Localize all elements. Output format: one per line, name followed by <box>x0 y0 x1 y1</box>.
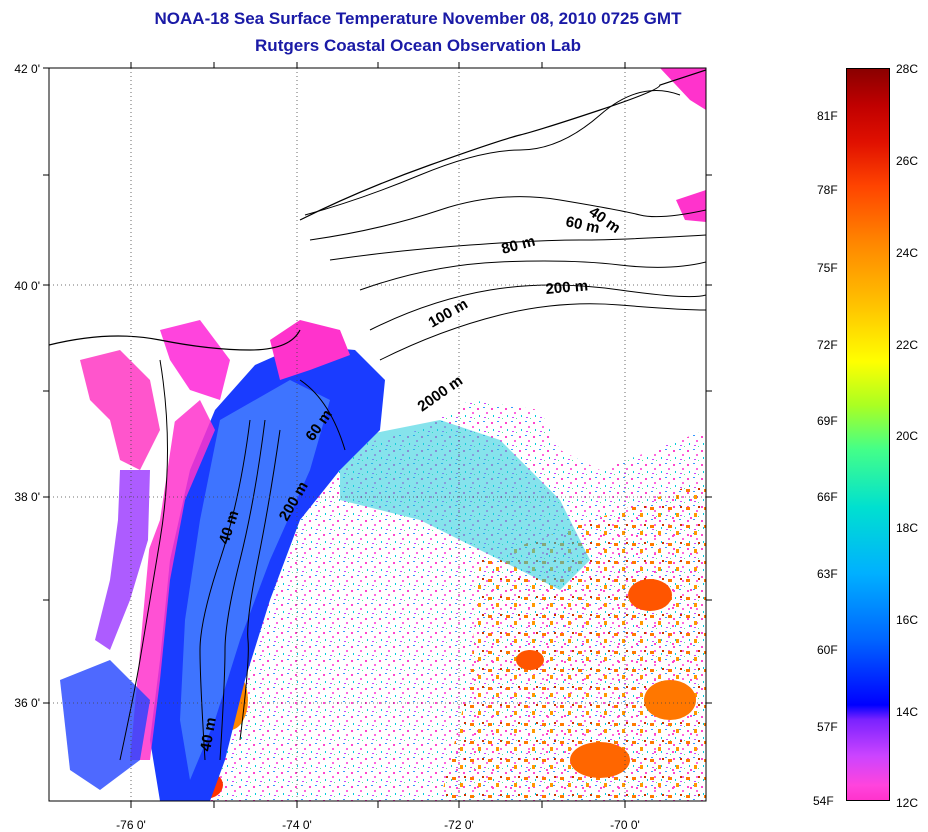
x-tick-label: -74 0' <box>282 818 312 832</box>
colorbar-f-label: 69F <box>817 414 838 428</box>
shelf-edge-water <box>340 420 590 590</box>
depth-label-100m: 100 m <box>426 295 471 331</box>
colorbar-c-label: 14C <box>896 705 919 719</box>
bathymetry-contours <box>199 90 706 761</box>
bay-water <box>80 350 160 470</box>
y-tick-label: 36 0' <box>14 696 40 710</box>
warm-eddy <box>570 742 630 778</box>
colorbar-c-label: 22C <box>896 338 919 352</box>
sst-layer: 40 m 60 m 80 m 200 m 100 m 2000 m 60 m 4… <box>49 68 706 801</box>
colorbar-c-label: 18C <box>896 521 919 535</box>
colorbar-c-label: 16C <box>896 613 919 627</box>
lat-lon-grid <box>49 68 706 801</box>
colorbar-c-label: 20C <box>896 429 919 443</box>
colorbar-c-label: 12C <box>896 796 919 810</box>
depth-label-40m-coast: 40 m <box>197 716 220 753</box>
map-title: NOAA-18 Sea Surface Temperature November… <box>154 9 682 28</box>
coastline <box>119 359 168 761</box>
colorbar-f-label: 75F <box>817 261 838 275</box>
colorbar-f-label: 54F <box>813 794 834 808</box>
y-tick-label: 38 0' <box>14 490 40 504</box>
colorbar-f-label: 72F <box>817 338 838 352</box>
sound-water <box>60 660 150 790</box>
colorbar-f-label: 63F <box>817 567 838 581</box>
colorbar-c-label: 28C <box>896 62 919 76</box>
cold-shelf-water <box>180 380 330 780</box>
y-tick-label: 42 0' <box>14 62 40 76</box>
colorbar-f-label: 60F <box>817 643 838 657</box>
x-tick-label: -70 0' <box>610 818 640 832</box>
delaware-bay-water <box>160 320 230 400</box>
colorbar-c-label: 24C <box>896 246 919 260</box>
warm-eddy <box>644 680 696 720</box>
depth-label-200m: 200 m <box>545 277 589 298</box>
colorbar-f-label: 57F <box>817 720 838 734</box>
map-subtitle: Rutgers Coastal Ocean Observation Lab <box>255 36 581 55</box>
temperature-colorbar <box>846 68 890 801</box>
colorbar-c-label: 26C <box>896 154 919 168</box>
bay-water <box>95 470 150 650</box>
colorbar-f-label: 66F <box>817 490 838 504</box>
nearshore-cold-water <box>660 68 706 110</box>
colorbar-f-label: 81F <box>817 109 838 123</box>
nearshore-cold-water <box>270 320 350 380</box>
axis-ticks <box>43 62 712 808</box>
x-tick-label: -76 0' <box>116 818 146 832</box>
depth-label-80m: 80 m <box>500 233 537 258</box>
nearshore-cold-water <box>130 400 215 760</box>
y-tick-label: 40 0' <box>14 279 40 293</box>
colorbar-f-label: 78F <box>817 183 838 197</box>
warm-eddy <box>516 650 544 670</box>
coastline <box>49 329 301 351</box>
nearshore-cold-water <box>676 190 706 222</box>
x-tick-label: -72 0' <box>444 818 474 832</box>
coastline <box>299 69 706 221</box>
warm-eddy <box>628 579 672 611</box>
depth-label-60m: 60 m <box>564 213 601 237</box>
